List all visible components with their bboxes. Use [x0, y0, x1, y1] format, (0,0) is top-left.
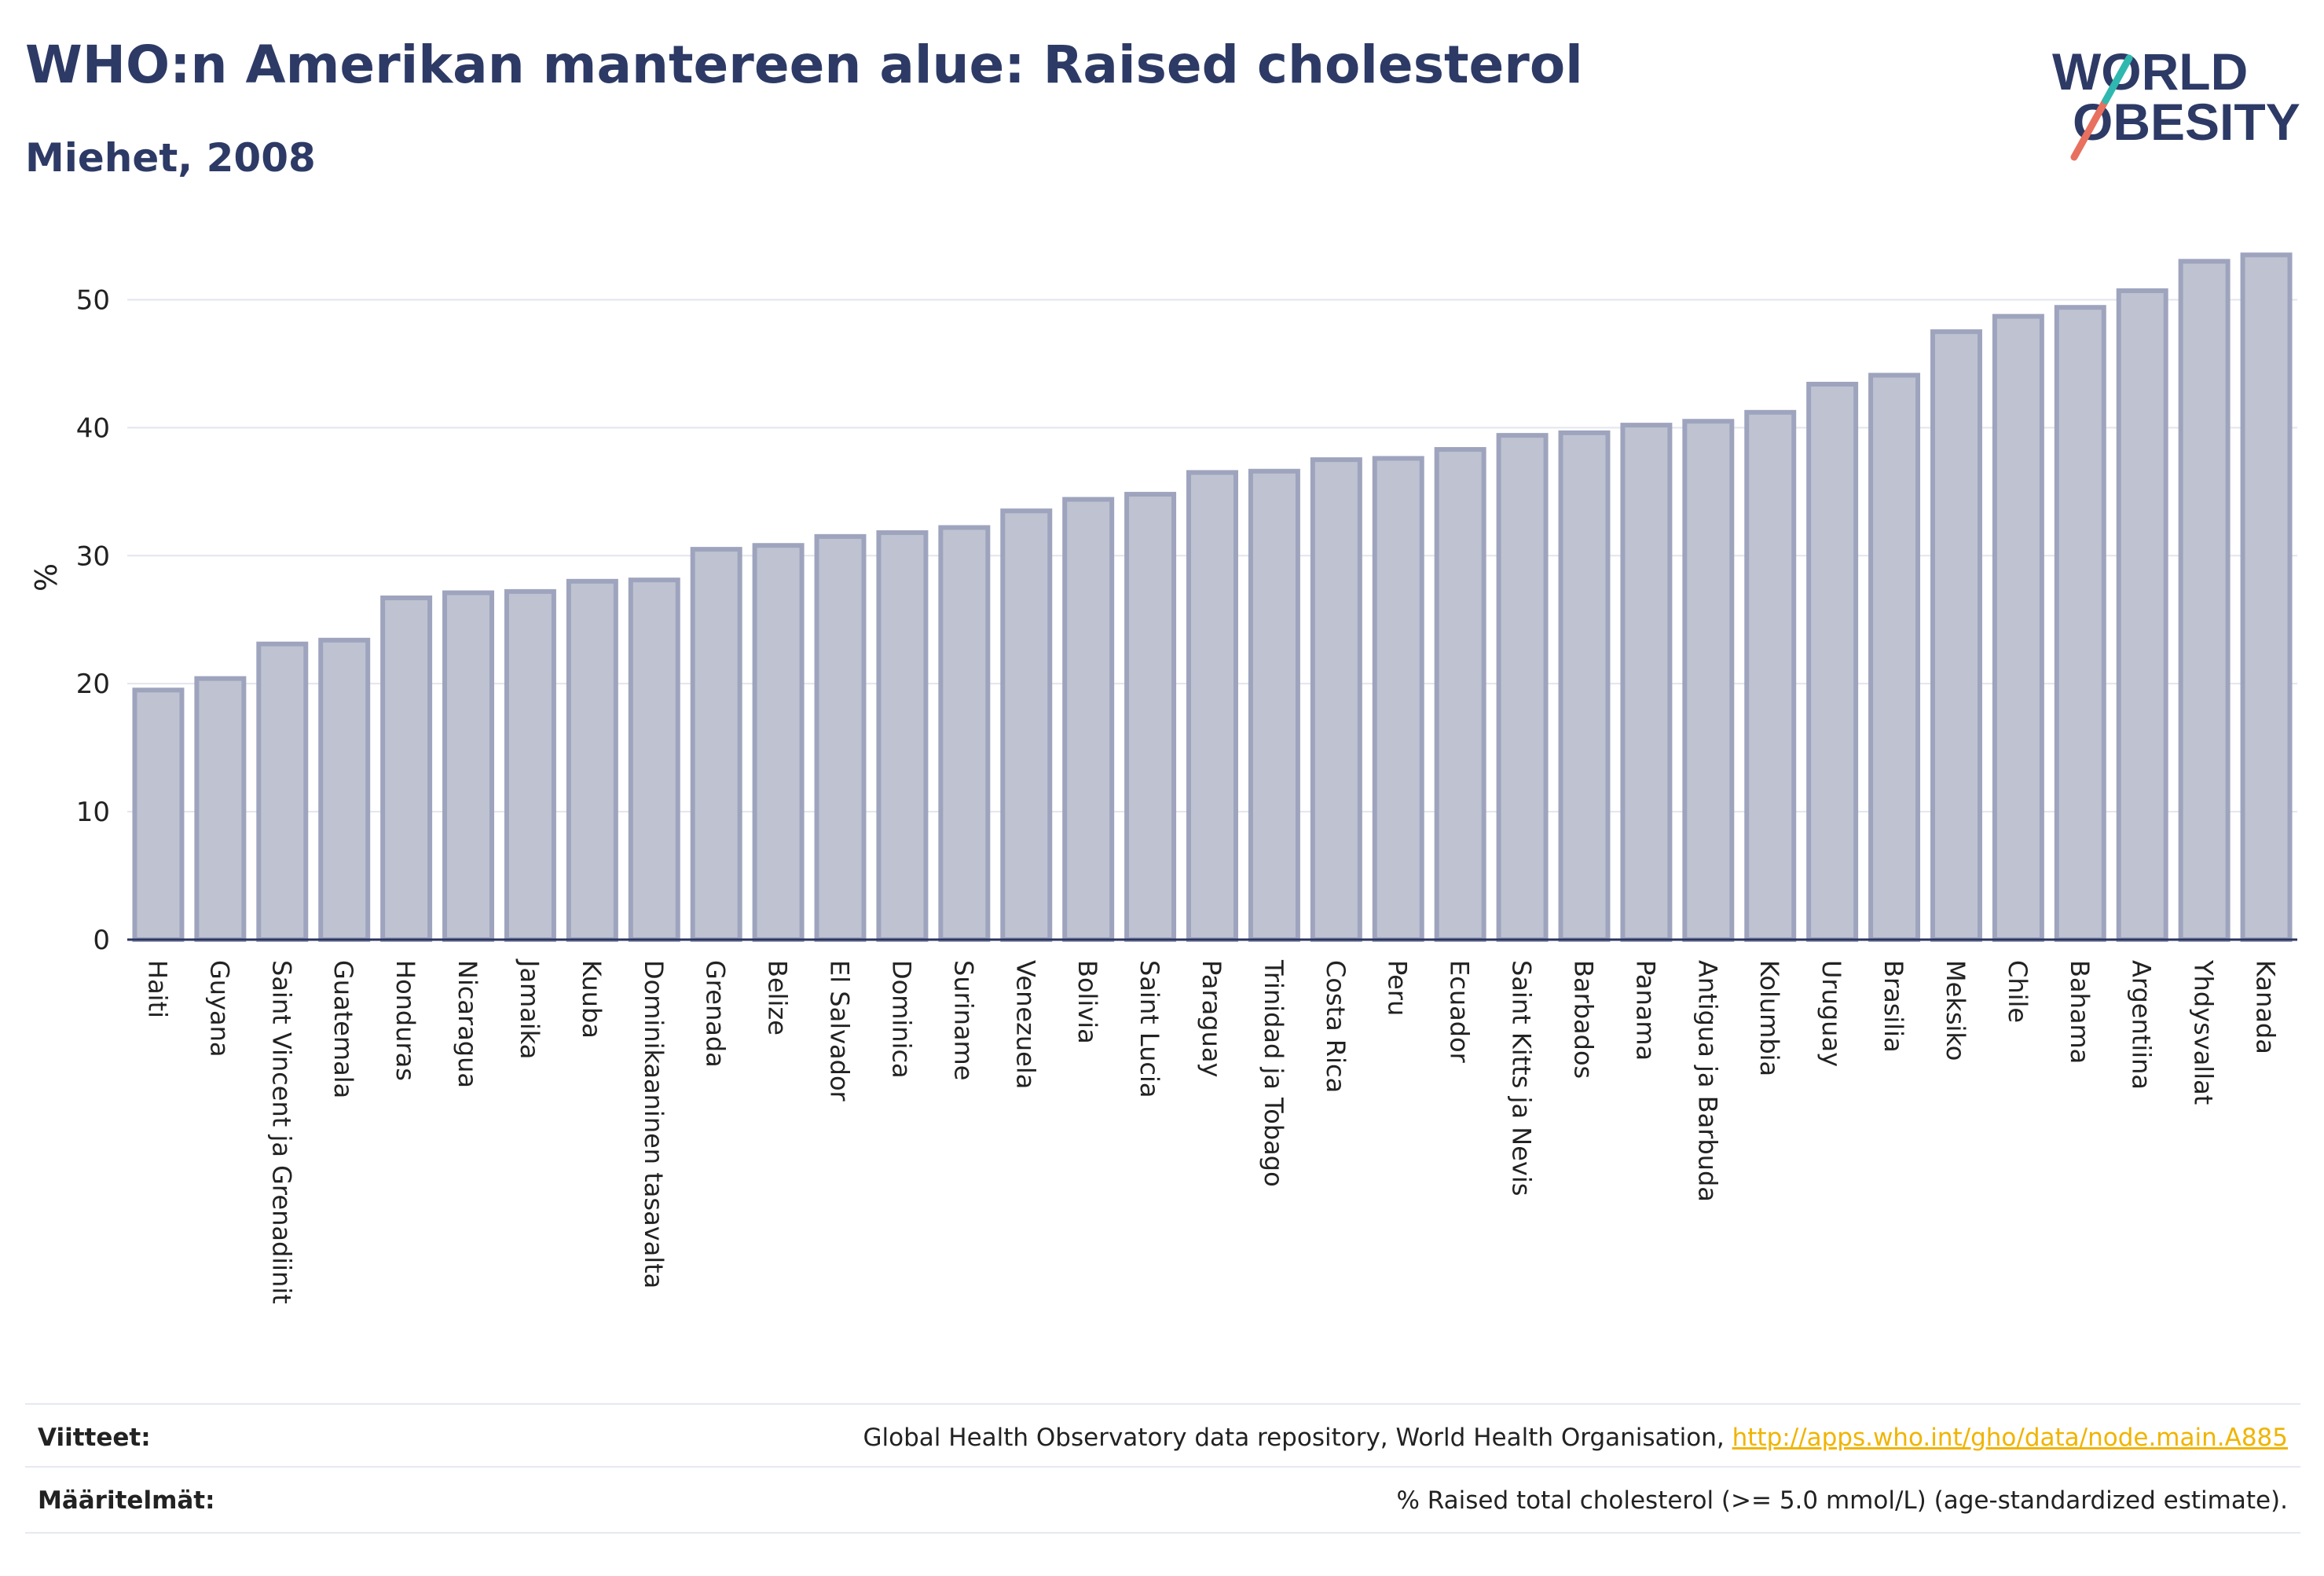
x-tick-label: Jamaika — [515, 958, 544, 1059]
x-tick-label: Ecuador — [1445, 960, 1475, 1064]
x-tick-label: Belize — [763, 960, 793, 1035]
x-tick-label: El Salvador — [825, 960, 855, 1102]
x-tick-label: Saint Vincent ja Grenadiinit — [266, 960, 296, 1304]
x-tick-label: Meksiko — [1941, 960, 1970, 1061]
x-tick-label: Kolumbia — [1754, 960, 1784, 1076]
bar-chile — [1992, 313, 2044, 942]
bar-meksiko — [1930, 329, 1982, 942]
x-tick-label: Honduras — [390, 960, 420, 1081]
x-tick-label: Venezuela — [1010, 960, 1040, 1089]
x-tick-label: Yhdysvallat — [2189, 959, 2219, 1105]
x-tick-label: Antigua ja Barbuda — [1692, 960, 1722, 1202]
bar-trinidad-ja-tobago — [1248, 468, 1300, 942]
bar-panama — [1620, 423, 1673, 942]
bar-grenada — [690, 547, 742, 942]
x-tick-label: Panama — [1630, 960, 1660, 1061]
footer-divider-top — [25, 1403, 2300, 1405]
bar-paraguay — [1186, 470, 1238, 942]
bar-barbados — [1558, 430, 1611, 942]
bar-kanada — [2240, 252, 2293, 943]
logo-line1: WORLD — [2052, 42, 2248, 101]
x-tick-label: Trinidad ja Tobago — [1259, 959, 1288, 1187]
x-tick-label: Saint Lucia — [1135, 960, 1164, 1098]
bar-chart: 0 10 20 30 40 50 Haiti Guyana Saint Vincent ja G… — [29, 252, 2297, 1304]
y-tick-label: 0 — [93, 925, 110, 956]
bar-costa-rica — [1310, 457, 1362, 942]
bar-antigua-ja-barbuda — [1682, 419, 1735, 942]
x-tick-label: Haiti — [142, 960, 172, 1018]
definitions-label: Määritelmät: — [38, 1486, 215, 1515]
bar-el-salvador — [814, 533, 867, 942]
bar-haiti — [132, 687, 185, 942]
bar-guyana — [194, 676, 247, 942]
bar-jamaika — [504, 588, 556, 942]
x-tick-label: Guatemala — [328, 960, 358, 1098]
sources-label: Viitteet: — [38, 1424, 151, 1452]
footer-divider-bottom — [25, 1532, 2300, 1534]
x-tick-label: Peru — [1383, 960, 1413, 1016]
footer-definitions: Määritelmät: % Raised total cholesterol … — [25, 1486, 2300, 1521]
sources-value: Global Health Observatory data repositor… — [863, 1424, 2288, 1452]
footer-sources: Viitteet: Global Health Observatory data… — [25, 1424, 2300, 1458]
sources-text: Global Health Observatory data repositor… — [863, 1424, 1732, 1452]
x-tick-label: Saint Kitts ja Nevis — [1507, 960, 1537, 1196]
bar-saint-vincent-ja-grenadiinit — [256, 641, 309, 942]
bar-saint-lucia — [1124, 492, 1177, 942]
bar-kolumbia — [1744, 409, 1797, 942]
y-axis-label: % — [29, 563, 64, 592]
x-tick-label: Guyana — [204, 960, 234, 1057]
footer-divider-middle — [25, 1466, 2300, 1468]
bar-nicaragua — [442, 590, 495, 942]
x-tick-label: Bahama — [2065, 960, 2095, 1064]
y-tick-label: 50 — [76, 284, 110, 316]
x-tick-label: Grenada — [701, 960, 731, 1068]
bar-yhdysvallat — [2178, 258, 2231, 942]
bars — [132, 252, 2293, 943]
bar-argentiina — [2116, 288, 2168, 942]
bar-saint-kitts-ja-nevis — [1496, 433, 1549, 942]
bar-venezuela — [1000, 508, 1053, 942]
y-tick-label: 10 — [76, 797, 110, 828]
bar-uruguay — [1806, 381, 1859, 942]
bar-honduras — [380, 596, 433, 942]
bar-dominica — [876, 530, 929, 942]
sources-link[interactable]: http://apps.who.int/gho/data/node.main.A… — [1732, 1424, 2288, 1452]
definitions-value: % Raised total cholesterol (>= 5.0 mmol/… — [1396, 1486, 2288, 1515]
bar-ecuador — [1434, 447, 1486, 942]
bar-suriname — [938, 525, 991, 942]
y-tick-label: 40 — [76, 412, 110, 444]
x-tick-label: Argentiina — [2127, 960, 2157, 1090]
bar-bolivia — [1062, 497, 1115, 942]
bar-dominikaaninen-tasavalta — [628, 577, 680, 942]
bar-kuuba — [566, 578, 618, 942]
x-tick-label: Kuuba — [577, 960, 607, 1039]
y-tick-label: 30 — [76, 541, 110, 572]
chart-subtitle: Miehet, 2008 — [25, 135, 316, 181]
x-tick-label: Dominica — [886, 960, 916, 1079]
chart-title: WHO:n Amerikan mantereen alue: Raised ch… — [25, 35, 1583, 95]
x-tick-label: Bolivia — [1072, 960, 1102, 1044]
x-tick-label: Uruguay — [1816, 960, 1846, 1067]
x-tick-label: Paraguay — [1197, 960, 1226, 1077]
x-tick-label: Dominikaaninen tasavalta — [639, 960, 669, 1288]
x-tick-label: Barbados — [1568, 960, 1598, 1079]
axes: 0 10 20 30 40 50 Haiti Guyana Saint Vincent ja G… — [76, 284, 2297, 1304]
bar-guatemala — [318, 637, 371, 942]
x-tick-label: Nicaragua — [453, 960, 482, 1088]
logo-line2: OBESITY — [2073, 93, 2300, 151]
x-tick-label: Brasilia — [1879, 960, 1908, 1053]
y-tick-label: 20 — [76, 669, 110, 700]
bar-bahama — [2054, 305, 2106, 943]
x-tick-label: Suriname — [948, 960, 978, 1080]
bar-brasilia — [1868, 372, 1921, 942]
x-tick-label: Chile — [2003, 960, 2033, 1023]
bar-belize — [752, 543, 805, 942]
bar-peru — [1372, 456, 1424, 942]
x-tick-label: Costa Rica — [1321, 960, 1351, 1093]
x-tick-label: Kanada — [2251, 960, 2281, 1054]
world-obesity-logo: WORLD OBESITY — [2052, 42, 2300, 161]
